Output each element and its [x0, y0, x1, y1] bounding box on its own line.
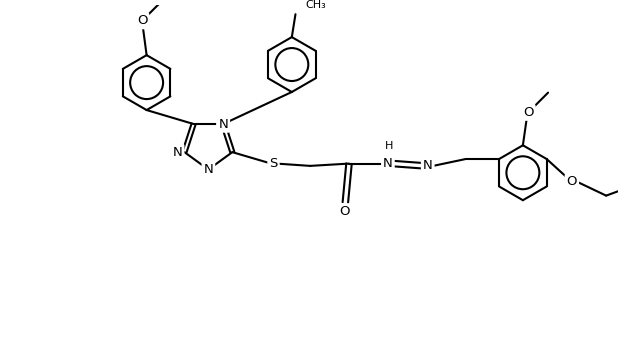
Text: O: O [567, 175, 577, 188]
Text: N: N [204, 163, 213, 176]
Text: S: S [269, 157, 278, 170]
Text: O: O [137, 14, 147, 27]
Text: N: N [219, 118, 228, 130]
Text: O: O [339, 205, 350, 218]
Text: N: N [383, 157, 393, 170]
Text: CH₃: CH₃ [306, 0, 326, 10]
Text: H: H [385, 141, 393, 151]
Text: N: N [423, 159, 433, 172]
Text: N: N [219, 118, 228, 130]
Text: N: N [172, 146, 183, 159]
Text: O: O [523, 106, 533, 119]
